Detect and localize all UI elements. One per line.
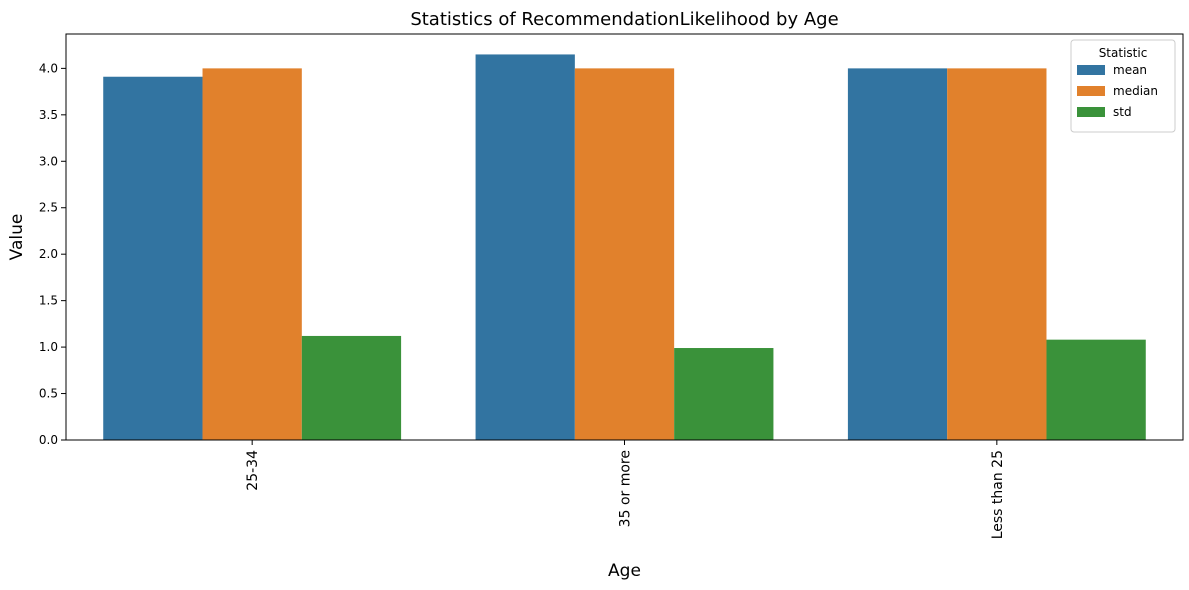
bar-mean-2	[847, 68, 948, 441]
y-tick-label: 2.5	[39, 201, 58, 215]
bar-std-2	[1046, 339, 1146, 440]
legend-swatch-std	[1077, 107, 1105, 117]
legend-label-median: median	[1113, 84, 1158, 98]
legend-swatch-mean	[1077, 65, 1105, 75]
x-tick-label: 35 or more	[618, 450, 634, 527]
bar-median-1	[574, 68, 675, 441]
y-tick-label: 1.0	[39, 340, 58, 354]
x-axis-ticks: 25-34 35 or more Less than 25	[245, 440, 1006, 539]
y-tick-label: 0.0	[39, 433, 58, 447]
legend-label-mean: mean	[1113, 63, 1147, 77]
y-tick-label: 4.0	[39, 61, 58, 75]
bars-group	[103, 54, 1146, 441]
y-tick-label: 0.5	[39, 387, 58, 401]
y-tick-label: 3.0	[39, 154, 58, 168]
y-tick-label: 3.5	[39, 108, 58, 122]
bar-std-1	[674, 348, 774, 440]
bar-median-2	[947, 68, 1047, 441]
y-tick-label: 1.5	[39, 294, 58, 308]
legend-swatch-median	[1077, 86, 1105, 96]
bar-mean-1	[475, 54, 575, 440]
x-tick-label: Less than 25	[990, 450, 1006, 539]
bar-mean-0	[103, 76, 203, 440]
legend: Statistic mean median std	[1070, 39, 1176, 133]
y-axis-title: Value	[7, 214, 27, 261]
chart-title: Statistics of RecommendationLikelihood b…	[410, 9, 838, 30]
legend-label-std: std	[1113, 105, 1132, 119]
y-axis-ticks: 0.0 0.5 1.0 1.5 2.0 2.5 3.0 3.5 4.0	[39, 61, 66, 447]
x-axis-title: Age	[608, 561, 641, 581]
y-tick-label: 2.0	[39, 247, 58, 261]
x-tick-label: 25-34	[245, 450, 261, 491]
legend-title: Statistic	[1099, 46, 1148, 60]
plot-frame	[65, 33, 1184, 441]
bar-std-0	[301, 335, 402, 440]
bar-median-0	[202, 68, 302, 441]
